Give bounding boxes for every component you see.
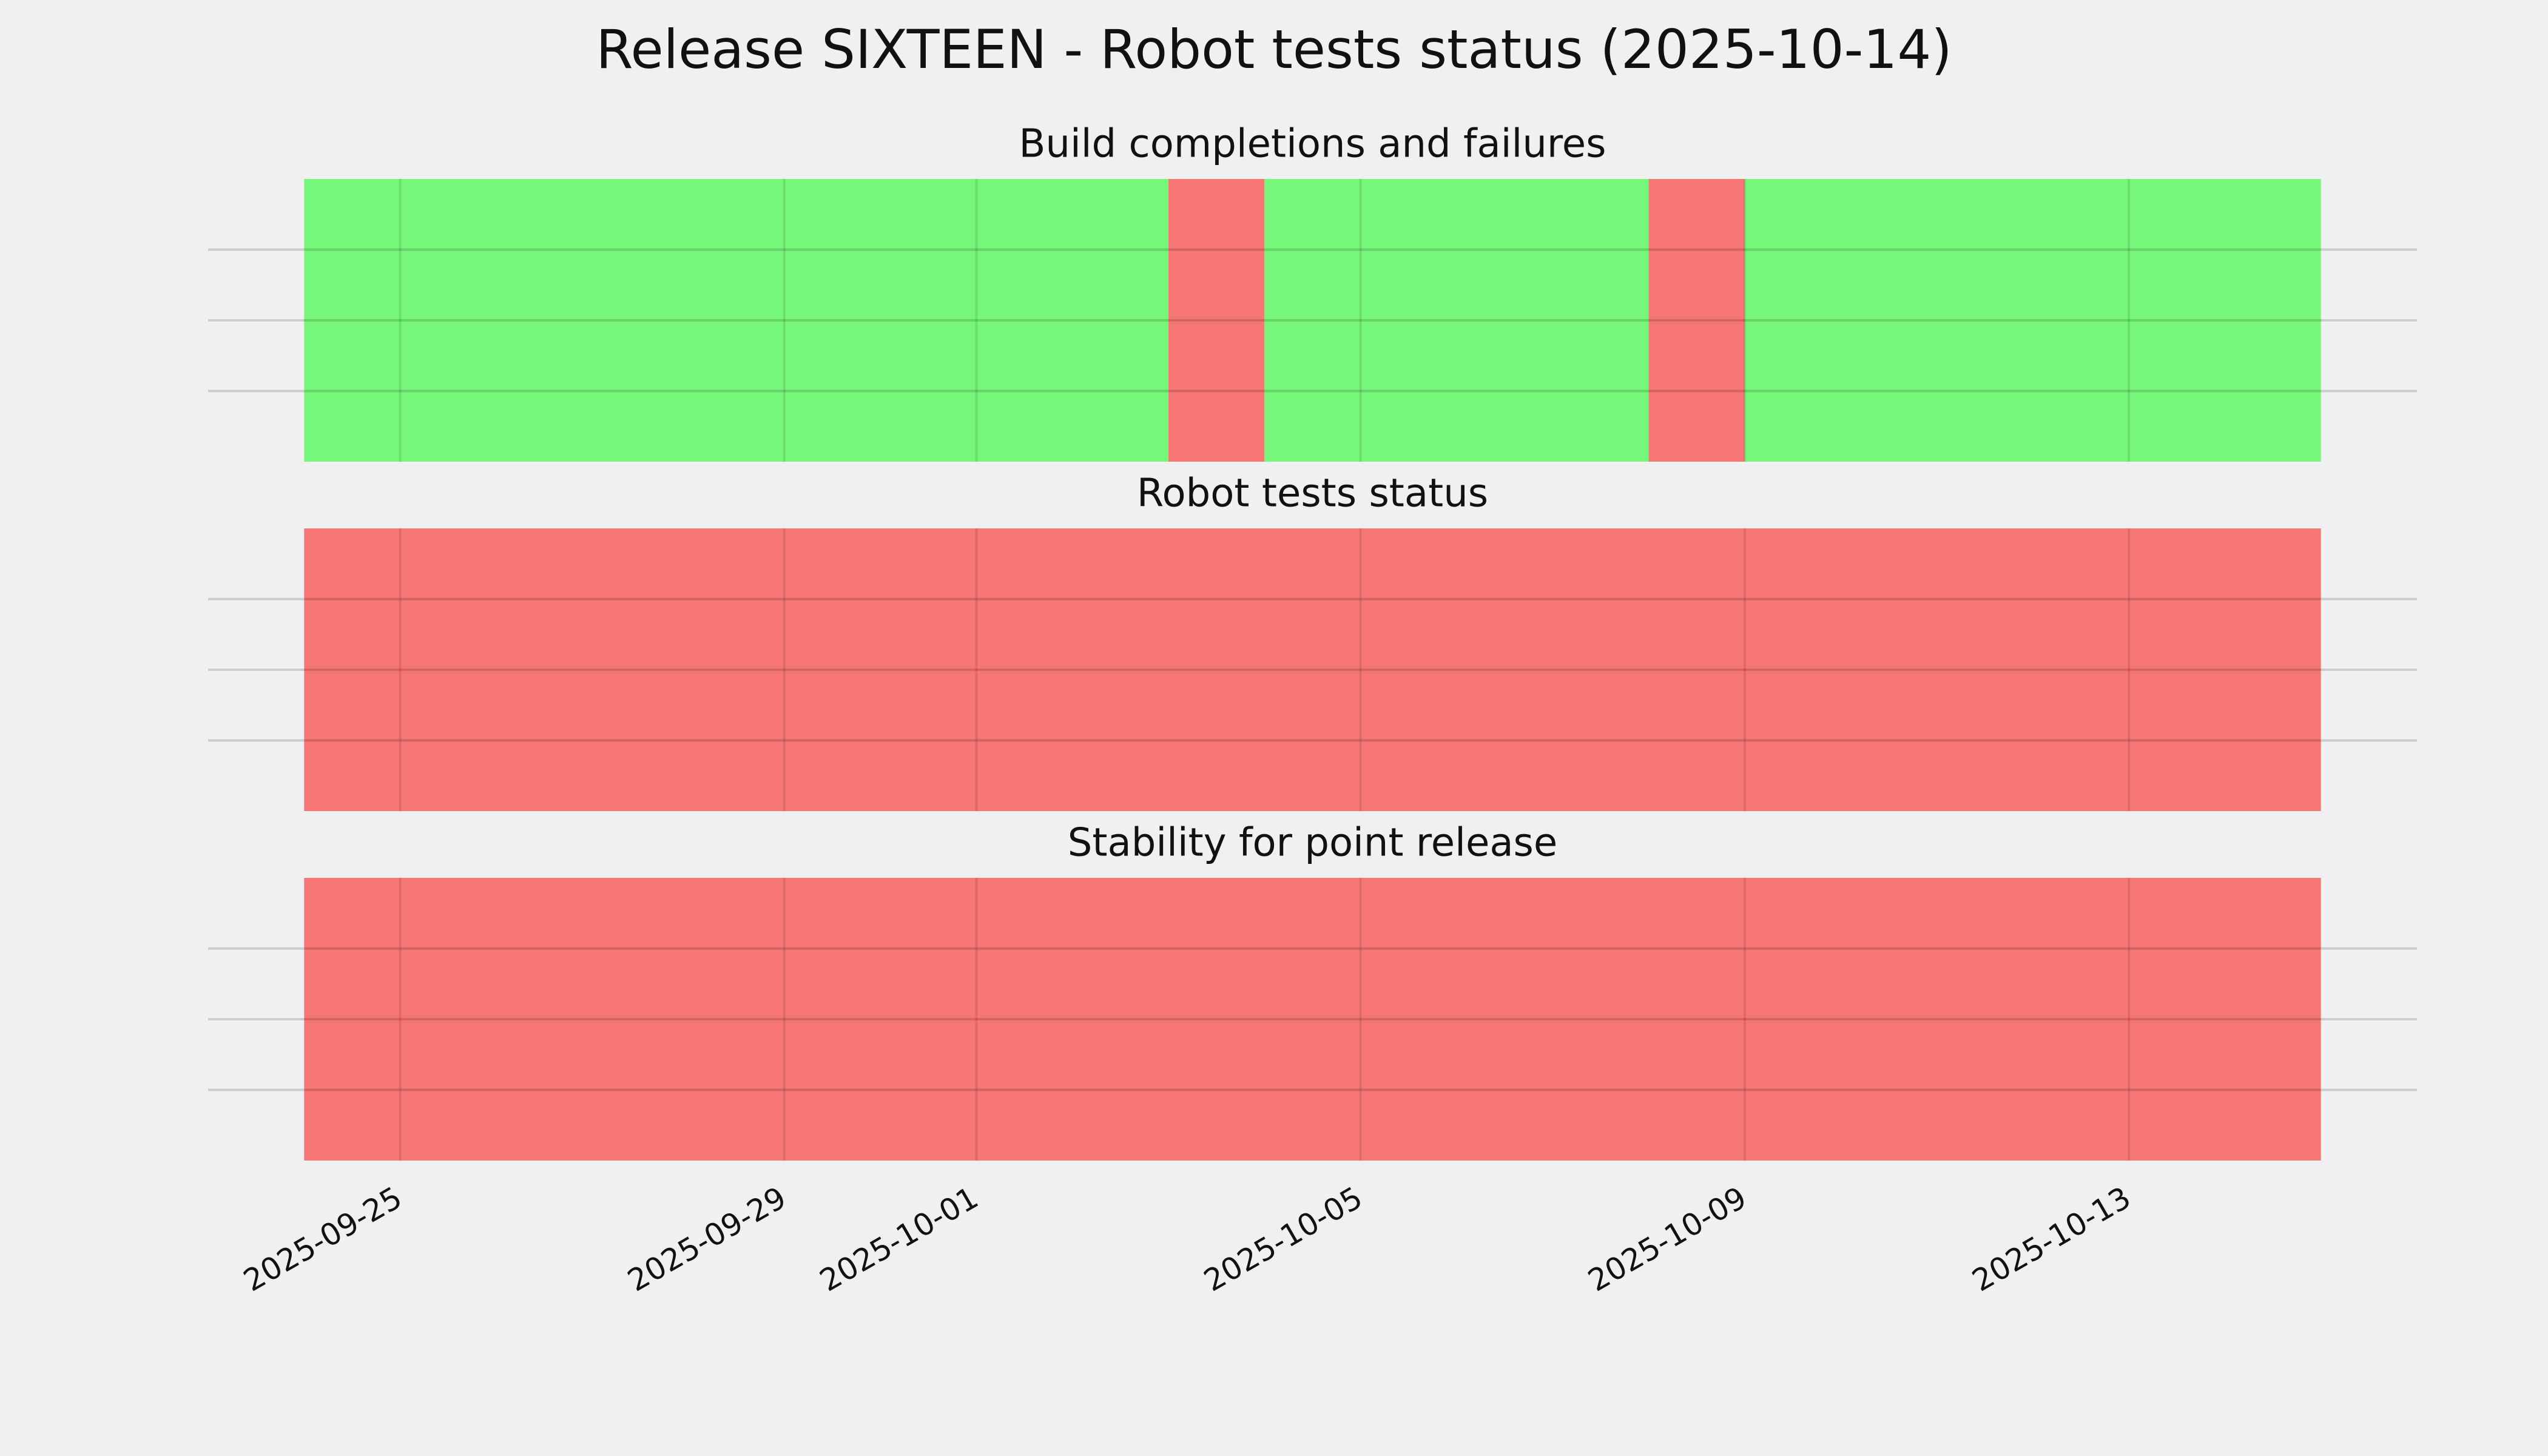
status-span <box>1264 179 1649 462</box>
status-span <box>1168 179 1265 462</box>
status-span <box>304 179 1169 462</box>
x-tick-label: 2025-10-13 <box>1966 1180 2137 1299</box>
x-tick-label: 2025-09-25 <box>238 1180 408 1299</box>
panel-title: Robot tests status <box>1137 471 1488 516</box>
x-tick-label: 2025-10-05 <box>1198 1180 1369 1299</box>
status-span <box>1744 179 2321 462</box>
status-span <box>304 878 2321 1161</box>
panel-title: Build completions and failures <box>1019 122 1606 167</box>
chart-title: Release SIXTEEN - Robot tests status (20… <box>596 18 1952 81</box>
x-tick-label: 2025-10-09 <box>1582 1180 1753 1299</box>
panel-title: Stability for point release <box>1068 821 1558 866</box>
status-span <box>1648 179 1745 462</box>
x-tick-label: 2025-10-01 <box>814 1180 985 1299</box>
x-tick-label: 2025-09-29 <box>622 1180 792 1299</box>
status-span <box>304 528 2321 811</box>
